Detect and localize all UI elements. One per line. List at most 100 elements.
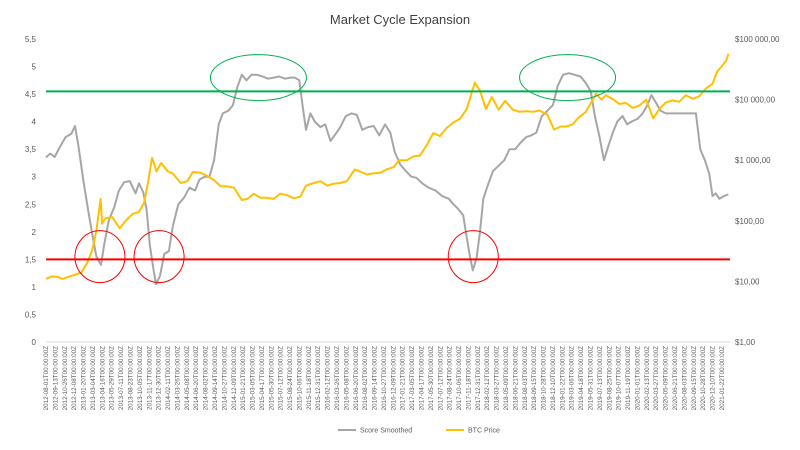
x-tick-label: 2014-02-11T00:00:00Z (165, 346, 172, 410)
x-tick-label: 2016-08-02T00:00:00Z (362, 346, 369, 411)
x-tick-label: 2015-10-06T00:00:00Z (296, 346, 303, 411)
x-axis: 2012-08-01T00:00:00Z 2012-09-13T00:00:00Z… (43, 346, 726, 411)
y-left-tick-label: 0,5 (25, 310, 37, 319)
series-layer (45, 53, 730, 286)
x-tick-label: 2014-12-09T00:00:00Z (231, 346, 238, 411)
x-tick-label: 2017-12-31T00:00:00Z (475, 346, 482, 411)
y-right-tick-label: $100,00 (735, 217, 764, 226)
y-left-tick-label: 2 (32, 228, 37, 237)
x-tick-label: 2020-03-27T00:00:00Z (653, 346, 660, 411)
score-smoothed-line (45, 72, 729, 286)
x-tick-label: 2015-01-21T00:00:00Z (240, 346, 247, 411)
x-tick-label: 2016-05-08T00:00:00Z (343, 346, 350, 411)
x-tick-label: 2014-09-14T00:00:00Z (212, 346, 219, 411)
x-tick-label: 2016-10-27T00:00:00Z (381, 346, 388, 411)
x-tick-label: 2014-08-02T00:00:00Z (203, 346, 210, 411)
y-left-tick-label: 4,5 (25, 90, 37, 99)
x-tick-label: 2013-11-17T00:00:00Z (146, 346, 153, 410)
x-tick-label: 2018-03-27T00:00:00Z (494, 346, 501, 411)
y-right-tick-label: $100 000,00 (735, 35, 780, 44)
x-tick-label: 2018-06-21T00:00:00Z (512, 346, 519, 411)
x-tick-label: 2018-08-03T00:00:00Z (522, 346, 529, 411)
x-tick-label: 2016-06-20T00:00:00Z (353, 346, 360, 411)
x-tick-label: 2018-05-09T00:00:00Z (503, 346, 510, 411)
x-tick-label: 2019-03-06T00:00:00Z (569, 346, 576, 411)
x-tick-label: 2019-01-22T00:00:00Z (559, 346, 566, 411)
x-tick-label: 2019-10-07T00:00:00Z (616, 346, 623, 411)
y-left-tick-label: 2,5 (25, 200, 37, 209)
x-tick-label: 2020-10-28T00:00:00Z (700, 346, 707, 411)
x-tick-label: 2017-08-24T00:00:00Z (447, 346, 454, 411)
x-tick-label: 2013-08-23T00:00:00Z (127, 346, 134, 411)
legend-label: Score Smoothed (360, 428, 412, 435)
x-tick-label: 2017-05-30T00:00:00Z (428, 346, 435, 411)
chart-title: Market Cycle Expansion (330, 12, 470, 27)
x-tick-label: 2012-10-26T00:00:00Z (62, 346, 69, 411)
red-circle-marker (133, 230, 185, 284)
x-tick-label: 2013-03-04T00:00:00Z (90, 346, 97, 411)
legend: Score Smoothed BTC Price (338, 428, 500, 435)
y-right-tick-label: $10,00 (735, 277, 760, 286)
x-tick-label: 2020-12-10T00:00:00Z (710, 346, 717, 411)
x-tick-label: 2015-11-18T00:00:00Z (306, 346, 313, 410)
y-left-tick-label: 1 (32, 283, 37, 292)
x-tick-label: 2017-10-06T00:00:00Z (456, 346, 463, 411)
x-tick-label: 2018-09-15T00:00:00Z (531, 346, 538, 411)
red-circle-marker (74, 230, 126, 284)
x-tick-label: 2016-02-12T00:00:00Z (325, 346, 332, 411)
green-ellipse-marker (209, 54, 307, 102)
btc-price-line (45, 53, 730, 280)
red-circle-marker (447, 230, 499, 284)
y-left-tick-label: 4 (32, 118, 37, 127)
reference-lines (46, 90, 730, 261)
x-tick-label: 2016-03-26T00:00:00Z (334, 346, 341, 411)
annotations (74, 54, 617, 284)
x-tick-label: 2017-11-18T00:00:00Z (465, 346, 472, 410)
x-tick-label: 2014-05-08T00:00:00Z (184, 346, 191, 411)
x-tick-label: 2020-09-15T00:00:00Z (691, 346, 698, 411)
x-tick-label: 2012-12-08T00:00:00Z (71, 346, 78, 411)
x-tick-label: 2015-05-30T00:00:00Z (268, 346, 275, 411)
x-tick-label: 2017-07-12T00:00:00Z (437, 346, 444, 411)
x-tick-label: 2015-12-31T00:00:00Z (315, 346, 322, 411)
y-axis-left: 0 0,5 1 1,5 2 2,5 3 3,5 4 4,5 5 5,5 (25, 35, 37, 347)
x-tick-label: 2013-05-29T00:00:00Z (109, 346, 116, 411)
x-tick-label: 2015-07-12T00:00:00Z (278, 346, 285, 411)
x-tick-label: 2014-03-26T00:00:00Z (174, 346, 181, 411)
y-right-tick-label: $1,00 (735, 338, 756, 347)
x-tick-label: 2012-08-01T00:00:00Z (43, 346, 50, 411)
x-tick-label: 2015-08-24T00:00:00Z (287, 346, 294, 411)
x-tick-label: 2016-09-14T00:00:00Z (372, 346, 379, 411)
y-left-tick-label: 0 (32, 338, 37, 347)
green-ellipse-marker (519, 54, 617, 102)
x-tick-label: 2019-04-18T00:00:00Z (578, 346, 585, 411)
x-tick-label: 2019-07-13T00:00:00Z (597, 346, 604, 411)
x-tick-label: 2012-09-13T00:00:00Z (52, 346, 59, 411)
y-left-tick-label: 3,5 (25, 145, 37, 154)
x-tick-label: 2017-01-21T00:00:00Z (400, 346, 407, 411)
x-tick-label: 2017-04-17T00:00:00Z (419, 346, 426, 411)
x-tick-label: 2020-08-03T00:00:00Z (681, 346, 688, 411)
y-right-tick-label: $10 000,00 (735, 96, 776, 105)
x-tick-label: 2020-06-21T00:00:00Z (672, 346, 679, 411)
y-left-tick-label: 3 (32, 173, 37, 182)
x-tick-label: 2013-04-16T00:00:00Z (99, 346, 106, 411)
x-tick-label: 2020-01-01T00:00:00Z (634, 346, 641, 411)
x-tick-label: 2013-12-30T00:00:00Z (156, 346, 163, 411)
x-tick-label: 2014-10-27T00:00:00Z (221, 346, 228, 411)
y-left-tick-label: 5,5 (25, 35, 37, 44)
y-axis-right: $1,00 $10,00 $100,00 $1 000,00 $10 000,00 $10… (735, 35, 780, 347)
x-tick-label: 2016-12-09T00:00:00Z (390, 346, 397, 411)
x-tick-label: 2018-12-10T00:00:00Z (550, 346, 557, 411)
x-tick-label: 2020-02-13T00:00:00Z (644, 346, 651, 411)
x-tick-label: 2013-07-11T00:00:00Z (118, 346, 125, 410)
x-tick-label: 2014-06-20T00:00:00Z (193, 346, 200, 411)
x-tick-label: 2019-08-25T00:00:00Z (606, 346, 613, 411)
x-tick-label: 2019-11-19T00:00:00Z (625, 346, 632, 410)
x-tick-label: 2018-02-12T00:00:00Z (484, 346, 491, 411)
x-tick-label: 2017-03-05T00:00:00Z (409, 346, 416, 411)
x-tick-label: 2018-10-28T00:00:00Z (541, 346, 548, 411)
y-left-tick-label: 5 (32, 63, 37, 72)
x-tick-label: 2015-03-05T00:00:00Z (250, 346, 257, 411)
